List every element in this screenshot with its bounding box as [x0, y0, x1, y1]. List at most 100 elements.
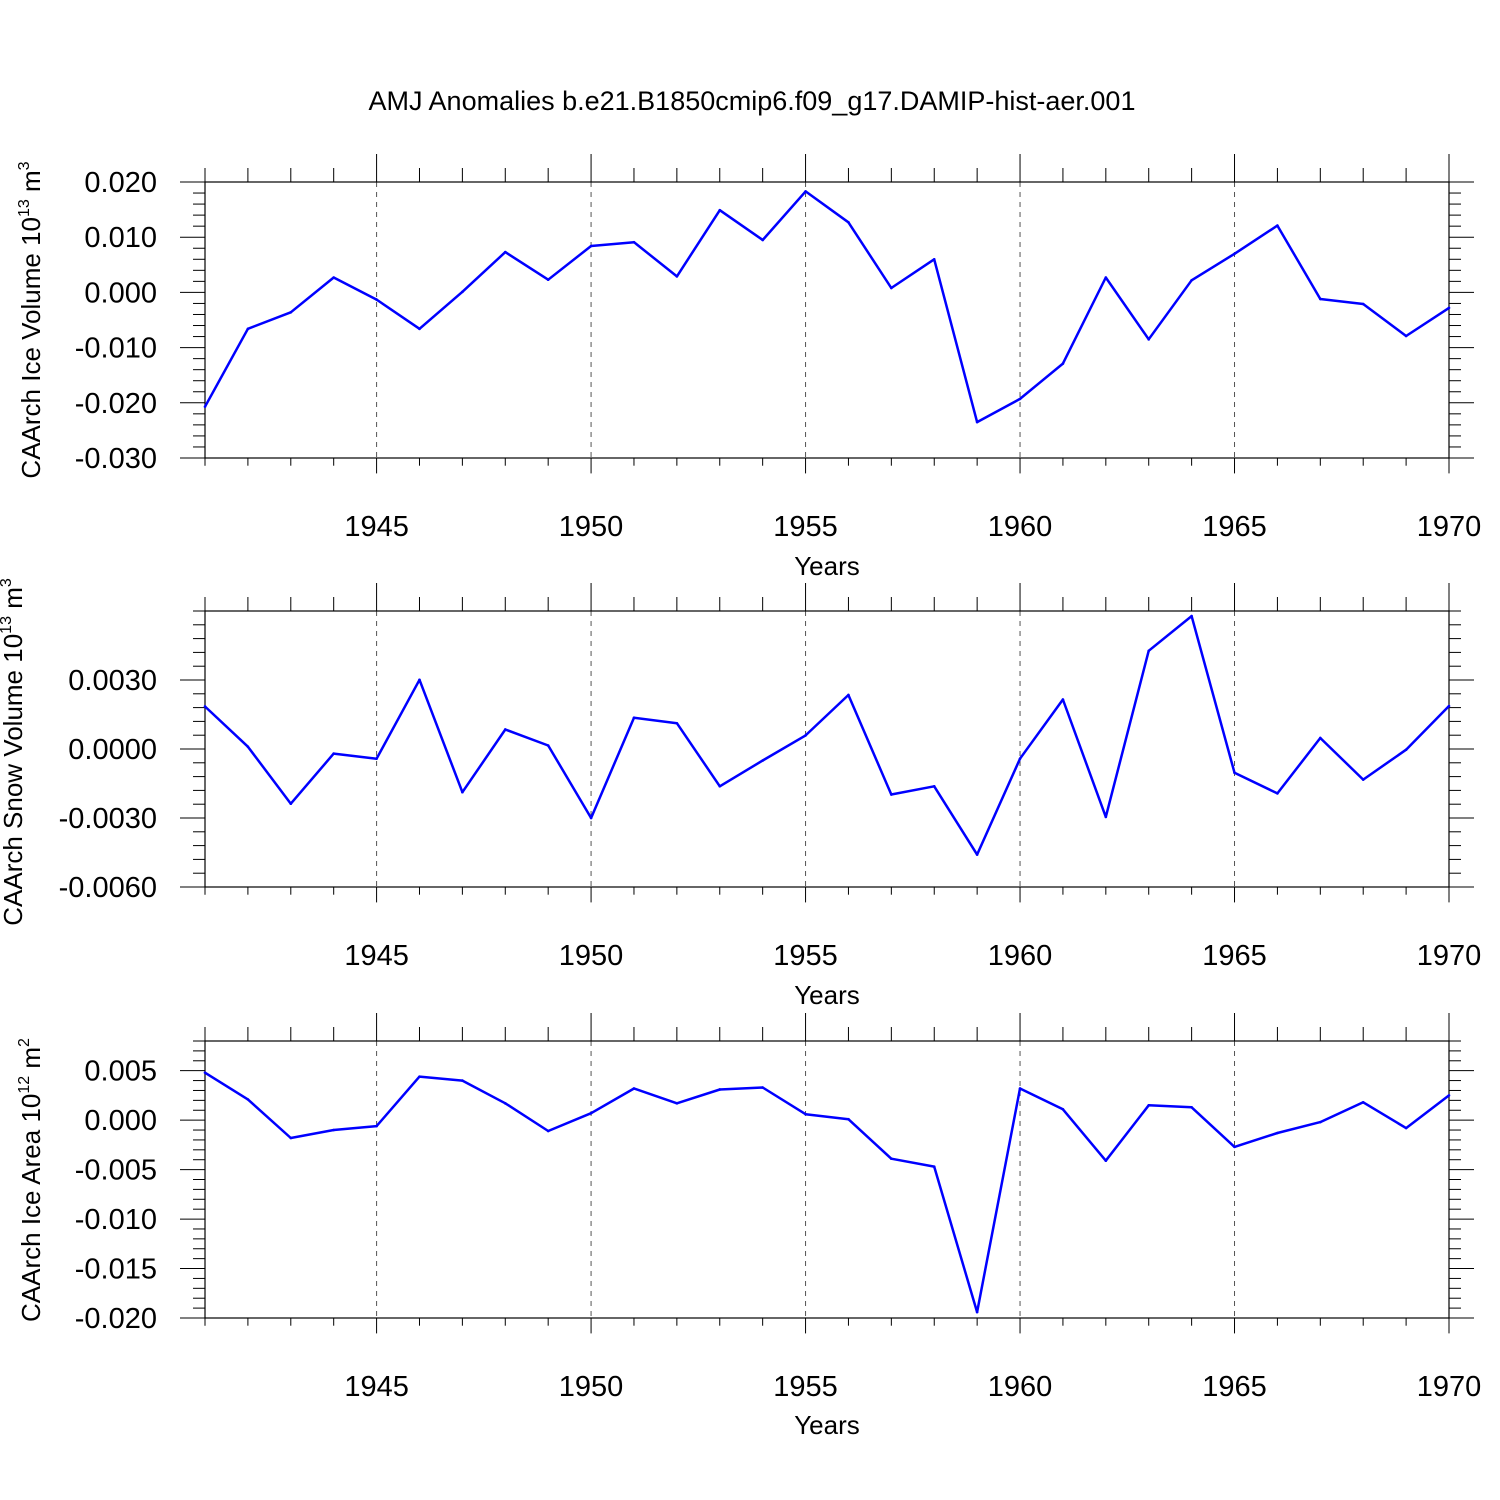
data-point: [890, 1157, 893, 1161]
y-tick-label: -0.0060: [59, 872, 157, 904]
data-point: [246, 1098, 250, 1101]
x-axis-label: Years: [794, 1410, 860, 1440]
data-point: [1233, 1145, 1236, 1149]
plot-frame: [204, 181, 1450, 459]
y-tick-label: -0.0030: [59, 803, 157, 835]
data-point: [503, 250, 507, 254]
data-point: [975, 1310, 979, 1314]
data-point: [332, 752, 335, 755]
plot-frame: [204, 610, 1450, 888]
data-point: [975, 420, 979, 424]
data-point: [847, 1117, 850, 1121]
data-point: [718, 1088, 722, 1091]
x-tick-label: 1945: [344, 940, 409, 972]
data-point: [1061, 362, 1065, 365]
y-tick-label: -0.005: [75, 1155, 157, 1187]
x-tick-label: 1965: [1202, 511, 1267, 543]
x-tick-label: 1945: [344, 511, 409, 543]
y-tick-label: 0.000: [84, 1105, 157, 1137]
panel-ice-volume: -0.030 -0.020 -0.010 0.000 0.010 0.020 1945 19…: [16, 154, 1481, 581]
data-point: [461, 1079, 464, 1082]
data-point: [289, 802, 293, 806]
data-point: [761, 1086, 764, 1089]
data-point: [847, 220, 850, 224]
data-point: [932, 257, 936, 261]
data-point: [1104, 276, 1108, 279]
data-point: [1147, 649, 1151, 653]
data-point: [1190, 278, 1193, 282]
data-point: [1319, 297, 1322, 301]
data-point: [546, 744, 550, 747]
data-point: [246, 327, 250, 331]
data-point: [375, 757, 378, 760]
data-point: [1404, 1126, 1408, 1130]
data-point: [332, 1128, 335, 1132]
data-point: [246, 745, 250, 748]
data-point: [289, 1136, 293, 1140]
data-point: [1361, 1101, 1365, 1104]
y-axis-label-exponent: 13: [16, 199, 33, 217]
data-point: [932, 784, 936, 788]
x-tick-label: 1965: [1202, 1371, 1267, 1403]
data-point: [761, 759, 764, 762]
y-tick-label: -0.030: [75, 443, 157, 475]
x-tick-label: 1970: [1417, 511, 1482, 543]
y-tick-label: -0.020: [75, 1303, 157, 1335]
data-point: [890, 286, 893, 290]
x-tick-label: 1960: [988, 1371, 1053, 1403]
data-point: [804, 734, 807, 737]
data-point: [1018, 757, 1022, 760]
data-point: [418, 678, 421, 682]
data-point: [890, 793, 893, 796]
data-point: [375, 1124, 378, 1128]
y-axis-label-exponent: 13: [0, 616, 15, 634]
data-point: [761, 238, 764, 242]
x-tick-label: 1960: [988, 511, 1053, 543]
data-point: [546, 1129, 550, 1133]
panel-snow-volume: -0.0060 -0.0030 0.0000 0.0030 1945 1950 1955 1…: [0, 578, 1481, 1010]
x-tick-label: 1950: [559, 511, 624, 543]
data-point: [289, 310, 293, 314]
data-point: [1404, 748, 1408, 751]
data-point: [1104, 815, 1108, 819]
data-point: [589, 244, 593, 248]
panel-ice-area: -0.020 -0.015 -0.010 -0.005 0.000 0.005 1945 1…: [16, 1013, 1481, 1440]
series-line-ice-volume: [203, 190, 1450, 424]
data-point: [589, 816, 593, 820]
data-point: [203, 1071, 207, 1074]
y-tick-label: -0.010: [75, 333, 157, 365]
data-point: [589, 1111, 593, 1115]
data-point: [1404, 334, 1408, 338]
data-point: [1061, 1107, 1065, 1111]
data-point: [503, 1102, 507, 1105]
x-tick-label: 1955: [773, 1371, 838, 1403]
y-tick-label: 0.010: [84, 222, 157, 254]
data-point: [1104, 1159, 1108, 1163]
y-tick-label: 0.0000: [68, 734, 157, 766]
x-tick-label: 1950: [559, 940, 624, 972]
x-tick-label: 1965: [1202, 940, 1267, 972]
data-point: [1018, 397, 1022, 401]
data-point: [632, 1087, 636, 1090]
x-axis-label: Years: [794, 551, 860, 581]
data-point: [804, 190, 807, 193]
y-axis-label-unit-exponent: 3: [0, 578, 15, 587]
data-point: [718, 784, 722, 788]
y-tick-label: 0.000: [84, 277, 157, 309]
y-axis-label-unit-exponent: 2: [16, 1038, 33, 1047]
data-point: [932, 1165, 936, 1168]
data-point: [461, 790, 464, 794]
data-point: [1447, 1094, 1451, 1097]
y-tick-label: 0.0030: [68, 665, 157, 697]
y-axis-label: CAArch Ice Area 1012 m2: [16, 1038, 46, 1322]
data-point: [1190, 614, 1193, 618]
data-point: [1447, 306, 1451, 310]
y-tick-label: -0.010: [75, 1204, 157, 1236]
data-point: [1190, 1105, 1193, 1109]
data-point: [1233, 252, 1236, 256]
data-point: [332, 276, 335, 279]
data-point: [503, 728, 507, 731]
data-point: [203, 405, 207, 408]
data-point: [1319, 1120, 1322, 1124]
